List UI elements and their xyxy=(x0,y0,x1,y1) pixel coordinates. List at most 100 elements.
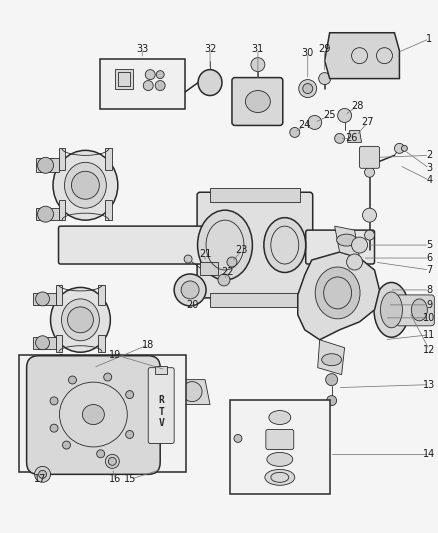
Text: 17: 17 xyxy=(34,474,47,484)
Bar xyxy=(209,293,299,307)
Circle shape xyxy=(68,376,76,384)
Text: 15: 15 xyxy=(124,474,136,484)
Ellipse shape xyxy=(336,234,356,246)
Text: 14: 14 xyxy=(422,449,434,459)
Circle shape xyxy=(38,157,53,173)
Polygon shape xyxy=(55,285,62,305)
Circle shape xyxy=(50,424,58,432)
Circle shape xyxy=(149,91,159,101)
Polygon shape xyxy=(35,208,58,220)
Polygon shape xyxy=(317,340,344,375)
Polygon shape xyxy=(347,131,361,142)
Circle shape xyxy=(125,431,133,439)
Polygon shape xyxy=(55,335,62,352)
Text: 19: 19 xyxy=(109,350,121,360)
Ellipse shape xyxy=(64,163,106,208)
Ellipse shape xyxy=(373,282,408,337)
Polygon shape xyxy=(32,293,55,305)
Circle shape xyxy=(103,373,111,381)
Bar xyxy=(209,188,299,202)
Circle shape xyxy=(218,274,230,286)
Circle shape xyxy=(337,109,351,123)
Circle shape xyxy=(108,457,116,465)
Circle shape xyxy=(364,167,374,177)
Ellipse shape xyxy=(321,354,341,366)
Circle shape xyxy=(125,391,133,399)
Circle shape xyxy=(334,133,344,143)
Circle shape xyxy=(307,116,321,130)
Ellipse shape xyxy=(197,210,252,280)
Circle shape xyxy=(362,208,376,222)
Circle shape xyxy=(50,397,58,405)
Text: 7: 7 xyxy=(425,265,431,275)
Text: 25: 25 xyxy=(323,110,335,120)
Text: 6: 6 xyxy=(425,253,431,263)
Circle shape xyxy=(325,374,337,385)
Polygon shape xyxy=(98,335,105,352)
Ellipse shape xyxy=(263,217,305,272)
FancyBboxPatch shape xyxy=(305,230,374,264)
Bar xyxy=(118,71,130,86)
Circle shape xyxy=(35,466,50,482)
Ellipse shape xyxy=(314,267,359,319)
Text: 18: 18 xyxy=(142,340,154,350)
Bar xyxy=(18,355,186,472)
Circle shape xyxy=(35,336,49,350)
Polygon shape xyxy=(297,252,378,340)
Ellipse shape xyxy=(245,91,270,112)
Polygon shape xyxy=(324,33,399,78)
Text: 28: 28 xyxy=(350,101,363,110)
Circle shape xyxy=(182,382,201,401)
Circle shape xyxy=(96,450,104,458)
Polygon shape xyxy=(334,226,359,258)
Text: 11: 11 xyxy=(422,330,434,340)
Circle shape xyxy=(400,146,406,151)
Ellipse shape xyxy=(82,405,104,424)
Text: 3: 3 xyxy=(425,163,431,173)
Polygon shape xyxy=(58,148,65,171)
Circle shape xyxy=(62,441,71,449)
Ellipse shape xyxy=(198,70,222,95)
Text: 24: 24 xyxy=(298,120,310,131)
FancyBboxPatch shape xyxy=(148,368,174,443)
Circle shape xyxy=(38,206,53,222)
Polygon shape xyxy=(98,285,105,305)
Text: 22: 22 xyxy=(221,267,234,277)
Polygon shape xyxy=(32,337,55,349)
Circle shape xyxy=(346,254,362,270)
Text: 23: 23 xyxy=(235,245,247,255)
Circle shape xyxy=(298,79,316,98)
Circle shape xyxy=(233,434,241,442)
FancyBboxPatch shape xyxy=(359,147,378,168)
Ellipse shape xyxy=(380,292,402,328)
Text: 12: 12 xyxy=(422,345,434,355)
FancyBboxPatch shape xyxy=(396,295,433,326)
Polygon shape xyxy=(105,200,112,220)
Ellipse shape xyxy=(169,94,181,108)
Text: 33: 33 xyxy=(136,44,148,54)
Circle shape xyxy=(67,307,93,333)
Circle shape xyxy=(156,70,164,78)
FancyBboxPatch shape xyxy=(27,356,160,474)
Text: 27: 27 xyxy=(360,117,373,127)
Text: 29: 29 xyxy=(318,44,330,54)
Text: 20: 20 xyxy=(185,300,198,310)
Circle shape xyxy=(181,281,198,299)
FancyBboxPatch shape xyxy=(265,430,293,449)
Ellipse shape xyxy=(268,410,290,424)
Text: 1: 1 xyxy=(425,34,431,44)
Text: 2: 2 xyxy=(425,150,431,160)
FancyBboxPatch shape xyxy=(231,78,282,125)
Circle shape xyxy=(302,84,312,94)
Circle shape xyxy=(174,274,205,306)
Circle shape xyxy=(251,58,264,71)
Polygon shape xyxy=(200,262,218,275)
Text: 32: 32 xyxy=(203,44,216,54)
Ellipse shape xyxy=(266,453,292,466)
Circle shape xyxy=(364,230,374,240)
Text: 5: 5 xyxy=(425,240,431,250)
Text: 4: 4 xyxy=(425,175,431,185)
Text: 30: 30 xyxy=(301,47,313,58)
Circle shape xyxy=(155,80,165,91)
Text: 10: 10 xyxy=(422,313,434,323)
